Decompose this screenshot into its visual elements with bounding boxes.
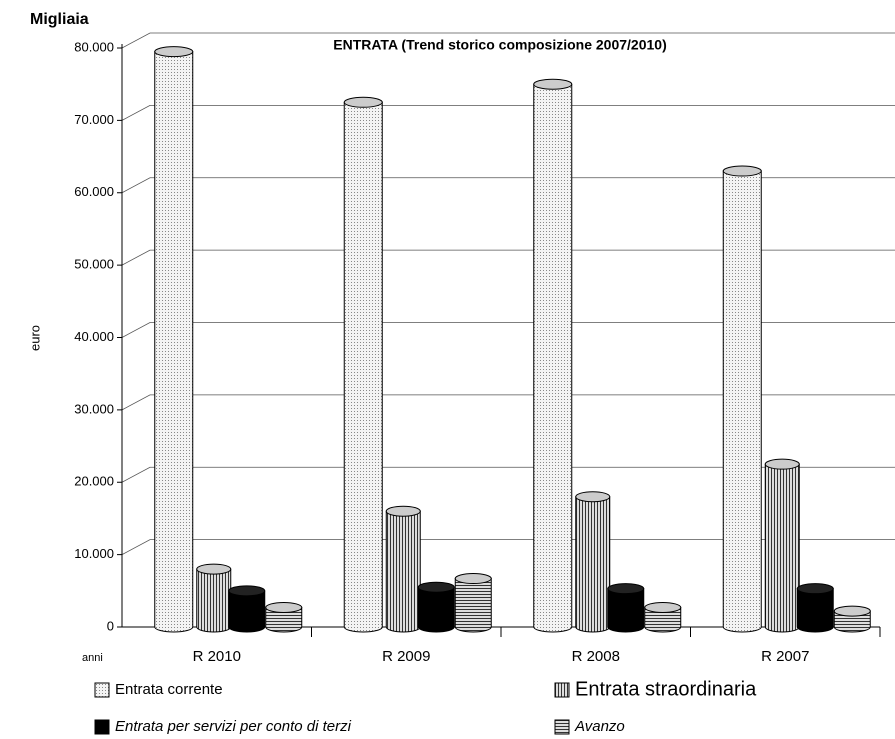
y-tick-label: 30.000 (74, 401, 114, 416)
bar-top (575, 491, 611, 503)
bar-body (575, 496, 611, 633)
grid-line (121, 32, 895, 49)
grid-line (121, 539, 895, 555)
legend-swatch (554, 719, 570, 735)
bar (575, 491, 611, 633)
bar-top (607, 583, 645, 595)
bar-top (833, 605, 871, 617)
bar-body (196, 568, 232, 633)
bar (343, 96, 383, 633)
grid-line (121, 466, 895, 483)
bar-body (454, 578, 492, 633)
bar (796, 583, 834, 633)
bar-top (722, 165, 762, 177)
unit-label: Migliaia (30, 11, 89, 28)
y-tick-label: 50.000 (74, 257, 114, 272)
x-tick-label: R 2008 (572, 648, 620, 665)
grid-line (121, 104, 895, 121)
y-tick-label: 60.000 (74, 184, 114, 199)
bar-body (644, 606, 682, 633)
bar (722, 165, 762, 633)
bar (533, 78, 573, 633)
bar-top (533, 78, 573, 90)
bar-top (764, 458, 800, 470)
grid-line (121, 394, 895, 411)
bar (385, 505, 421, 633)
bar-top (228, 585, 266, 597)
legend-label: Entrata corrente (115, 681, 223, 698)
bar-top (343, 96, 383, 108)
bar-body (722, 170, 762, 633)
legend-swatch (94, 719, 110, 735)
legend-label: Avanzo (574, 718, 625, 735)
x-tick-label: R 2007 (761, 648, 809, 665)
bar-top (385, 505, 421, 517)
bar-body (764, 463, 800, 633)
grid-line (121, 177, 895, 194)
bar-top (196, 563, 232, 575)
bar-top (796, 583, 834, 595)
bar-body (385, 510, 421, 633)
legend-swatch (94, 682, 110, 698)
y-tick-label: 70.000 (74, 112, 114, 127)
bar (764, 458, 800, 633)
y-axis-label: euro (27, 325, 42, 351)
bar-top (154, 46, 194, 58)
grid-line (121, 322, 895, 338)
x-tick-label: R 2009 (382, 648, 430, 665)
bar-top (644, 601, 682, 613)
grid-line (121, 249, 895, 266)
x-axis-label: anni (82, 652, 103, 664)
bar-body (833, 610, 871, 633)
bar-top (454, 573, 492, 585)
bar (644, 601, 682, 633)
bar-body (607, 588, 645, 633)
bar (833, 605, 871, 633)
y-tick-label: 0 (107, 618, 114, 633)
bar-body (796, 588, 834, 633)
legend-label: Entrata straordinaria (575, 678, 757, 700)
y-tick-label: 80.000 (74, 39, 114, 54)
bar (607, 583, 645, 633)
y-tick-label: 20.000 (74, 474, 114, 489)
bar (265, 601, 303, 633)
bar-top (417, 581, 455, 593)
y-tick-label: 40.000 (74, 329, 114, 344)
bar (154, 46, 194, 633)
bar-body (265, 606, 303, 633)
bar (196, 563, 232, 633)
bar (228, 585, 266, 633)
legend-label: Entrata per servizi per conto di terzi (115, 718, 352, 735)
bar-body (228, 590, 266, 633)
chart-title: ENTRATA (Trend storico composizione 2007… (333, 37, 666, 53)
bar-body (154, 51, 194, 633)
bar-body (343, 101, 383, 633)
bar-body (417, 586, 455, 633)
legend-swatch (554, 682, 570, 698)
bar-top (265, 601, 303, 613)
y-tick-label: 10.000 (74, 546, 114, 561)
bar-body (533, 83, 573, 633)
bar (454, 573, 492, 633)
x-tick-label: R 2010 (193, 648, 241, 665)
bar (417, 581, 455, 633)
